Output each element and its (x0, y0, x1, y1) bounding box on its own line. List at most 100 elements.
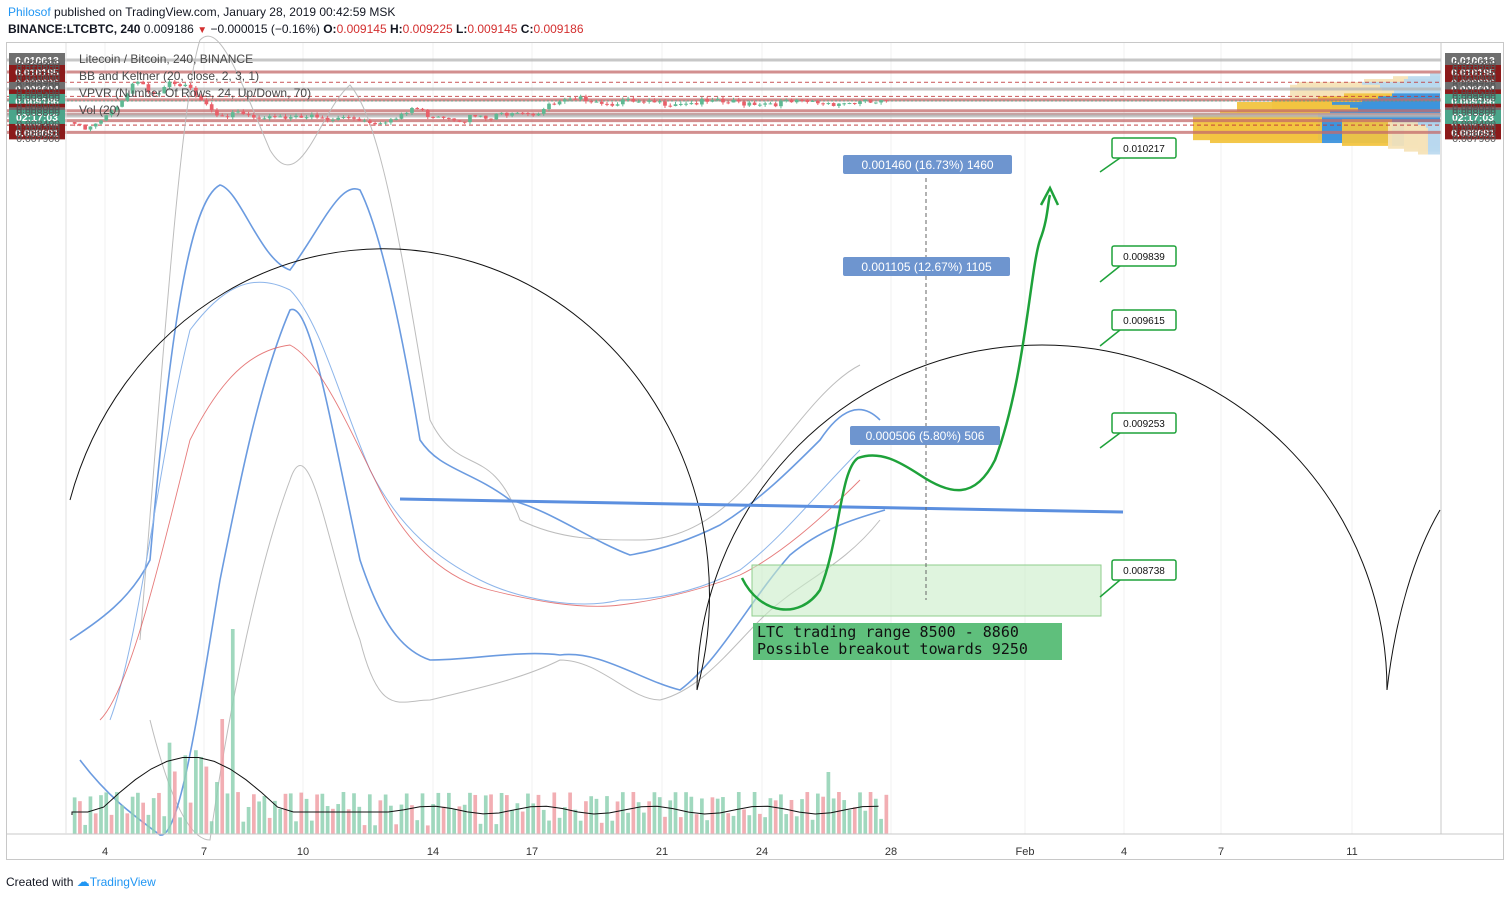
candle-body (636, 101, 641, 103)
candle-body (584, 96, 588, 102)
y-tick-label-left: 0.007900 (16, 133, 60, 145)
candle-body (278, 116, 283, 118)
candle-body (615, 104, 620, 106)
volume-bar (341, 792, 346, 834)
candle-body (700, 99, 704, 105)
high-label: H: (389, 22, 403, 36)
legend-indicator-vol[interactable]: Vol (20) (79, 103, 121, 117)
price-level-tag-text: 0.010613 (15, 55, 59, 67)
candle-body (399, 113, 404, 119)
volume-bar (331, 808, 335, 834)
candle-body (557, 101, 562, 105)
volume-bar (752, 792, 757, 834)
legend-indicator-bb[interactable]: BB and Keltner (20, close, 2, 3, 1) (79, 69, 260, 83)
tradingview-brand[interactable]: TradingView (89, 875, 156, 889)
volume-bar (736, 792, 741, 834)
volume-bar (72, 797, 77, 834)
candle-body (183, 84, 188, 87)
author-name[interactable]: Philosof (8, 5, 51, 19)
candle-body (288, 117, 293, 119)
volume-ma-line (71, 757, 879, 815)
chart-frame[interactable] (6, 42, 1504, 860)
symbol-label: BINANCE:LTCBTC, 240 (8, 22, 141, 36)
volume-bar (209, 821, 214, 834)
measure-label-box (850, 426, 1000, 445)
y-tick-label-left: 0.008000 (16, 130, 60, 142)
candle-body (194, 87, 198, 96)
last-price: 0.009186 (143, 22, 194, 36)
candle-body (689, 103, 694, 105)
candle-body (157, 93, 161, 95)
volume-bar (731, 815, 736, 834)
volume-bar (99, 795, 103, 834)
candle-body (863, 99, 868, 102)
candle-body (526, 113, 530, 115)
y-tick-label-right: 0.009300 (1452, 93, 1496, 105)
volume-bar (863, 810, 868, 834)
volume-bar (473, 794, 478, 834)
volume-bar (742, 809, 746, 834)
candle-body (657, 101, 662, 103)
candle-body (209, 104, 214, 111)
volume-bar (678, 817, 683, 834)
volume-bar (262, 796, 267, 834)
candle-body (731, 99, 736, 103)
volume-bar (378, 800, 383, 834)
candle-body (552, 103, 557, 105)
x-tick-label: 10 (297, 846, 309, 858)
note-line-2: Possible breakout towards 9250 (757, 640, 1028, 658)
publish-line: Philosof published on TradingView.com, J… (8, 5, 395, 19)
candle-body (810, 100, 815, 102)
volume-bar (220, 719, 225, 834)
bb-basis (99, 344, 861, 721)
y-tick-label-right: 0.008800 (1452, 107, 1496, 119)
y-tick-label-left: 0.009700 (16, 81, 60, 93)
volume-bar (858, 792, 862, 834)
y-tick-label-left: 0.010500 (16, 58, 60, 70)
candle-body (341, 117, 346, 119)
y-tick-label-right: 0.010100 (1452, 70, 1496, 82)
candle-body (815, 100, 820, 104)
candle-body (515, 112, 520, 114)
candle-body (837, 103, 841, 106)
x-tick-label: 21 (656, 846, 668, 858)
candle-body (562, 99, 567, 102)
target-callout-pointer (1099, 329, 1121, 347)
y-tick-label-right: 0.008300 (1452, 121, 1496, 133)
volume-bar (167, 742, 172, 834)
volume-bar (578, 820, 583, 834)
candle-body (120, 100, 124, 107)
candle-body (505, 112, 509, 116)
volume-bar (162, 816, 167, 834)
volume-bar (562, 807, 567, 834)
low-value: 0.009145 (467, 22, 518, 36)
target-callout-pointer (1099, 265, 1121, 283)
labels-layer: 0.001460 (16.73%) 1460 0.001105 (12.67%) … (843, 137, 1177, 598)
target-callout-text: 0.010217 (1123, 144, 1165, 155)
legend-title[interactable]: Litecoin / Bitcoin, 240, BINANCE (79, 52, 254, 66)
volume-bar (151, 798, 156, 834)
volume-bar (215, 782, 219, 834)
price-level-tag-text: 0.008091 (1451, 127, 1495, 139)
volume-bar (721, 797, 725, 834)
candle-body (547, 103, 551, 110)
bb-mid-inner (109, 281, 861, 721)
volume-bar (879, 818, 883, 834)
vp-down-bar (1428, 127, 1440, 155)
candle-body (188, 84, 193, 88)
volume-bar (399, 804, 404, 834)
volume-bar (873, 798, 878, 834)
candle-body (668, 105, 673, 107)
tradingview-logo-icon[interactable]: ☁ (76, 874, 90, 889)
price-level-tag-text: 0.010613 (1451, 55, 1495, 67)
target-callout-box (1111, 309, 1177, 331)
volume-bar (794, 816, 799, 834)
volume-bar (420, 793, 425, 834)
legend-indicator-vpvr[interactable]: VPVR (Number Of Rows, 24, Up/Down, 70) (79, 86, 312, 100)
candle-body (842, 103, 847, 105)
candle-body (520, 112, 525, 114)
volume-bar (852, 807, 857, 834)
volume-bar (868, 792, 873, 834)
y-tick-label-left: 0.008300 (16, 121, 60, 133)
